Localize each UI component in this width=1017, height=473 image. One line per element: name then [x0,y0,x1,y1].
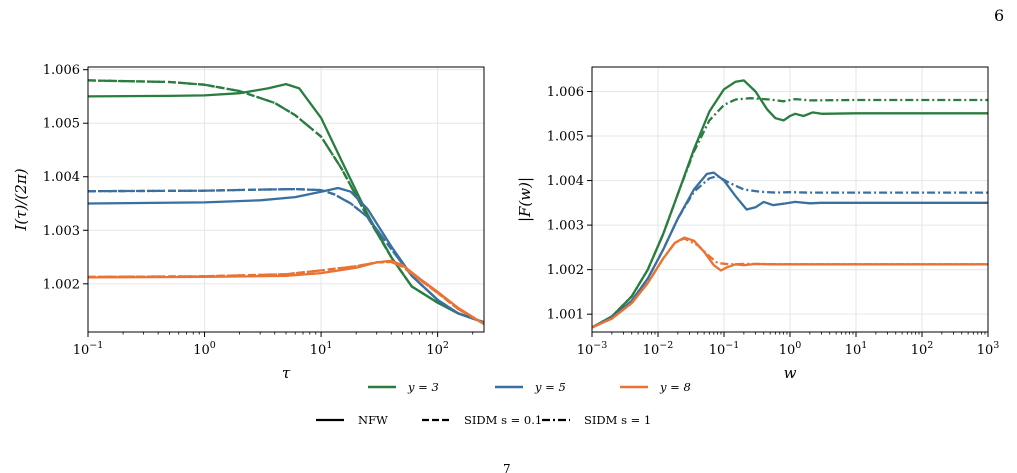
series-line-y5-dashed [88,187,484,324]
x-tick-label: 10−1 [709,340,740,358]
series-line-y5-dashdot [88,187,484,324]
x-tick-label: 100 [193,340,216,358]
y-tick-label: 1.004 [547,174,584,189]
x-tick-label: 10−3 [577,340,608,358]
caption-fragment: 7 [503,462,511,473]
axes-frame [87,66,485,333]
left-plot-i-tau: 10−1 100 101 102 1.002 1.003 1.004 1.005 1.006 τ I… [12,63,485,382]
series-line-y3-dashdot [88,79,484,324]
y-tick-label: 1.005 [547,130,584,145]
series-line-y8-solid [88,259,484,325]
x-axis-label: w [784,364,797,382]
x-tick-label: 103 [977,340,1000,358]
series-line-y8-dashed [88,260,484,325]
legend-label-color: y = 5 [534,380,566,394]
x-tick-label: 100 [779,340,802,358]
y-tick-label: 1.003 [547,219,584,234]
y-tick-label: 1.004 [43,170,80,185]
series-line-y5-solid [88,186,484,324]
y-tick-label: 1.002 [547,263,584,278]
page-number: 6 [994,6,1005,25]
y-tick-label: 1.006 [43,63,80,78]
x-tick-label: 10−2 [643,340,674,358]
x-tick-label: 102 [426,340,449,358]
legend: y = 3 y = 5 y = 8 NFW SIDM s = 0.1 SIDM s = 1 [316,380,691,427]
y-tick-label: 1.005 [43,117,80,132]
x-tick-label: 101 [845,340,868,358]
x-tick-label: 10−1 [73,340,104,358]
legend-label-color: y = 8 [659,380,691,394]
y-tick-label: 1.006 [547,85,584,100]
y-axis-label: |F(w)| [516,177,534,222]
series-line-y8-dashdot [592,237,988,329]
x-tick-label: 101 [310,340,333,358]
series-line-y3-dashed [88,79,484,324]
x-tick-label: 102 [911,340,934,358]
y-tick-label: 1.001 [547,308,584,323]
y-tick-label: 1.002 [43,277,80,292]
y-axis-label: I(τ)/(2π) [12,168,30,231]
right-plot-f-w: 10−3 10−2 10−1 100 101 102 103 1.001 1.002 1.003 1… [516,66,1000,382]
legend-label-style: NFW [358,413,388,427]
legend-label-style: SIDM s = 0.1 [464,413,542,427]
x-axis-label: τ [282,364,291,382]
series-line-y8-dashdot [88,260,484,325]
series-line-y5-dashdot [592,174,988,329]
legend-label-color: y = 3 [407,380,439,394]
series-line-y3-dashdot [592,97,988,329]
y-tick-label: 1.003 [43,224,80,239]
legend-label-style: SIDM s = 1 [584,413,651,427]
